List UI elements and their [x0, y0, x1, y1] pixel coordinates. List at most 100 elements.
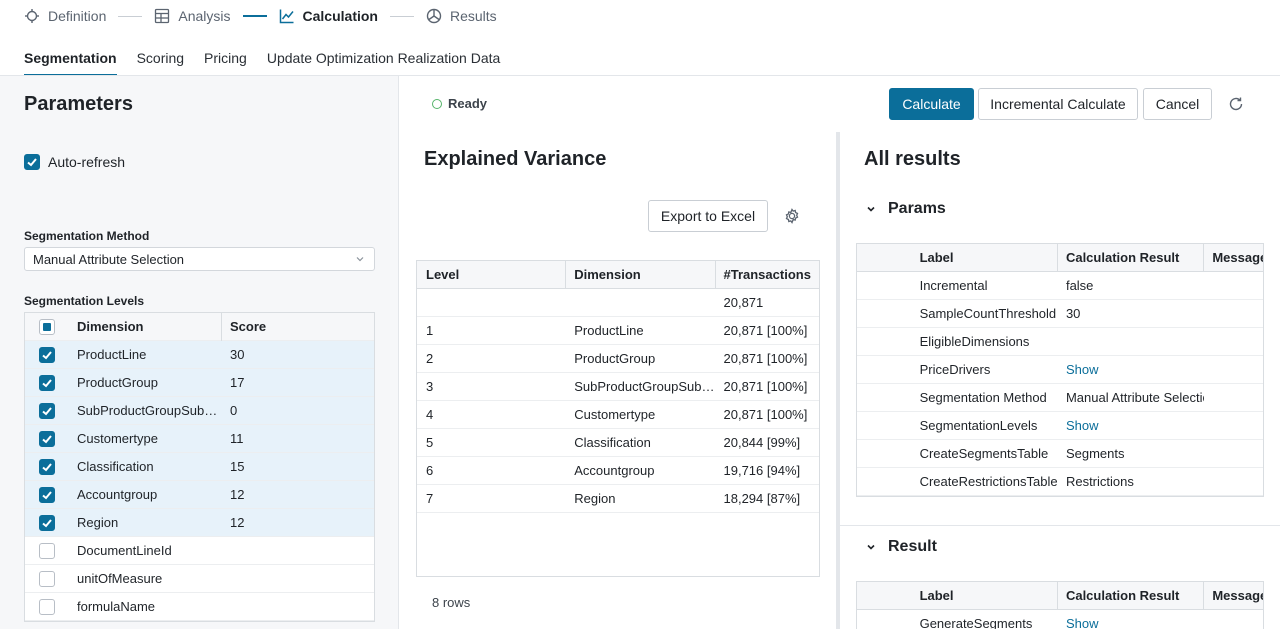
table-row[interactable]: 7 Region 18,294 [87%]	[417, 485, 819, 513]
step-calculation[interactable]: Calculation	[279, 8, 378, 24]
column-header-message[interactable]: Message	[1212, 588, 1264, 603]
show-link[interactable]: Show	[1065, 616, 1099, 629]
row-checkbox[interactable]	[39, 346, 55, 363]
dimension-cell: Classification	[574, 435, 651, 450]
tab-pricing[interactable]: Pricing	[204, 50, 247, 66]
table-row[interactable]: unitOfMeasure	[25, 565, 374, 593]
table-row: CreateSegmentsTable Segments	[857, 440, 1263, 468]
column-header-level[interactable]: Level	[417, 261, 567, 289]
step-results[interactable]: Results	[426, 8, 497, 24]
table-row[interactable]: 4 Customertype 20,871 [100%]	[417, 401, 819, 429]
table-row[interactable]: 1 ProductLine 20,871 [100%]	[417, 317, 819, 345]
row-select-cell	[25, 542, 69, 559]
transactions-cell: 20,844 [99%]	[723, 435, 801, 450]
level-cell: 5	[426, 435, 434, 450]
result-table: Label Calculation Result Message Generat…	[856, 581, 1264, 629]
check-icon	[42, 518, 52, 527]
tab-bar: Segmentation Scoring Pricing Update Opti…	[24, 40, 500, 76]
gear-icon	[785, 208, 799, 224]
column-header-label[interactable]: Label	[912, 244, 1058, 272]
column-header-result[interactable]: Calculation Result	[1058, 244, 1205, 272]
label-cell: EligibleDimensions	[919, 334, 1030, 349]
result-cell: Segments	[1065, 446, 1125, 461]
cancel-button[interactable]: Cancel	[1143, 88, 1212, 120]
table-row[interactable]: DocumentLineId	[25, 537, 374, 565]
incremental-calculate-button[interactable]: Incremental Calculate	[978, 88, 1138, 120]
step-label: Analysis	[178, 8, 231, 24]
calculate-button[interactable]: Calculate	[889, 88, 974, 120]
refresh-icon	[1229, 97, 1243, 111]
segmentation-method-select[interactable]: Manual Attribute Selection	[24, 247, 375, 271]
auto-refresh-checkbox[interactable]	[24, 154, 40, 170]
show-link[interactable]: Show	[1065, 362, 1099, 377]
table-row[interactable]: SubProductGroupSubProductGroup 0	[25, 397, 374, 425]
row-checkbox[interactable]	[39, 570, 55, 587]
column-header-dimension[interactable]: Dimension	[566, 261, 716, 289]
step-label: Results	[449, 8, 497, 24]
column-header-label[interactable]: Label	[912, 582, 1058, 610]
dimension-cell: ProductGroup	[77, 375, 158, 390]
transactions-cell: 20,871 [100%]	[723, 379, 808, 394]
table-row[interactable]: 3 SubProductGroupSubProductGroup 20,871 [1…	[417, 373, 819, 401]
row-checkbox[interactable]	[39, 402, 55, 419]
row-checkbox[interactable]	[39, 514, 55, 531]
table-row[interactable]: formulaName	[25, 593, 374, 621]
row-select-cell	[25, 402, 69, 419]
params-table: Label Calculation Result Message Increme…	[856, 243, 1264, 497]
level-cell: 2	[426, 351, 434, 366]
settings-button[interactable]	[782, 206, 802, 226]
table-row[interactable]: Accountgroup 12	[25, 481, 374, 509]
label-cell: CreateRestrictionsTable	[919, 474, 1058, 489]
table-row[interactable]: 6 Accountgroup 19,716 [94%]	[417, 457, 819, 485]
step-definition[interactable]: Definition	[24, 8, 106, 24]
step-analysis[interactable]: Analysis	[154, 8, 231, 24]
table-header: Level Dimension #Transactions	[417, 261, 819, 289]
tab-scoring[interactable]: Scoring	[136, 50, 185, 66]
params-section-toggle[interactable]: Params	[866, 200, 946, 218]
row-checkbox[interactable]	[39, 374, 55, 391]
table-row[interactable]: 2 ProductGroup 20,871 [100%]	[417, 345, 819, 373]
row-select-cell	[25, 570, 69, 587]
row-checkbox[interactable]	[39, 598, 55, 615]
tab-update-optimization[interactable]: Update Optimization Realization Data	[266, 50, 501, 66]
row-count: 8 rows	[432, 595, 471, 610]
table-header: Dimension Score	[25, 312, 374, 341]
table-row[interactable]: 5 Classification 20,844 [99%]	[417, 429, 819, 457]
export-to-excel-button[interactable]: Export to Excel	[648, 200, 768, 232]
column-header-transactions[interactable]: #Transactions	[723, 267, 811, 282]
column-header-score[interactable]: Score	[230, 319, 267, 334]
dimension-cell: Accountgroup	[574, 463, 655, 478]
select-all-checkbox[interactable]	[39, 318, 55, 335]
table-row[interactable]: ProductGroup 17	[25, 369, 374, 397]
row-checkbox[interactable]	[39, 458, 55, 475]
status-indicator: Ready	[432, 96, 487, 111]
table-row[interactable]: 20,871	[417, 289, 819, 317]
result-cell: 30	[1065, 306, 1081, 321]
tab-segmentation[interactable]: Segmentation	[24, 40, 117, 76]
chevron-down-icon	[867, 206, 875, 212]
label-cell: CreateSegmentsTable	[919, 446, 1049, 461]
row-checkbox[interactable]	[39, 430, 55, 447]
tabs-divider	[0, 75, 1280, 76]
explained-variance-table: Level Dimension #Transactions 20,871 1 Pro…	[416, 260, 820, 577]
transactions-cell: 19,716 [94%]	[723, 463, 801, 478]
show-link[interactable]: Show	[1065, 418, 1099, 433]
dimension-cell: Region	[574, 491, 616, 506]
row-checkbox[interactable]	[39, 542, 55, 559]
auto-refresh-toggle[interactable]: Auto-refresh	[24, 154, 125, 170]
dimension-cell: ProductLine	[77, 347, 147, 362]
column-header-message[interactable]: Message	[1212, 250, 1264, 265]
column-header-result[interactable]: Calculation Result	[1058, 582, 1205, 610]
label-cell: GenerateSegments	[919, 616, 1033, 629]
table-row[interactable]: Customertype 11	[25, 425, 374, 453]
panel-splitter[interactable]	[836, 132, 840, 629]
auto-refresh-label: Auto-refresh	[48, 154, 126, 170]
row-checkbox[interactable]	[39, 486, 55, 503]
refresh-button[interactable]	[1226, 94, 1246, 114]
result-section-toggle[interactable]: Result	[866, 538, 937, 556]
score-cell: 12	[230, 515, 245, 530]
table-row[interactable]: Classification 15	[25, 453, 374, 481]
column-header-dimension[interactable]: Dimension	[69, 312, 222, 341]
table-row[interactable]: ProductLine 30	[25, 341, 374, 369]
table-row[interactable]: Region 12	[25, 509, 374, 537]
